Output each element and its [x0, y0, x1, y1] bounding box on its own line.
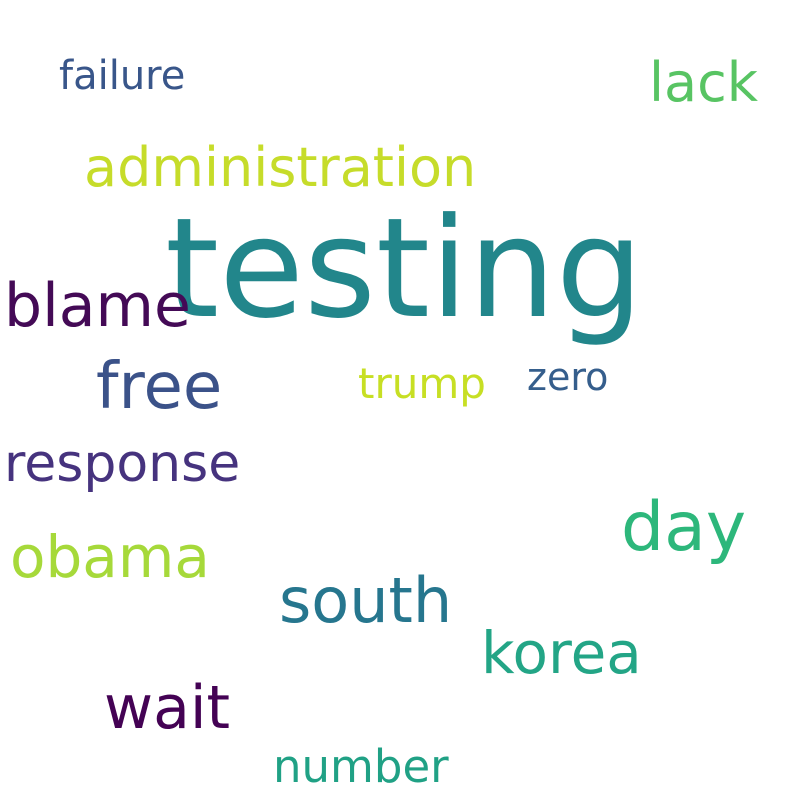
word-south: south [279, 564, 453, 637]
word-testing: testing [165, 188, 644, 349]
word-number: number [273, 740, 449, 793]
word-obama: obama [10, 523, 210, 591]
word-lack: lack [649, 51, 759, 114]
word-korea: korea [481, 619, 642, 687]
word-trump: trump [358, 359, 486, 408]
word-free: free [96, 350, 223, 424]
word-day: day [621, 488, 747, 567]
word-zero: zero [527, 355, 609, 399]
word-response: response [4, 434, 241, 494]
word-wait: wait [104, 673, 231, 743]
word-blame: blame [4, 271, 191, 341]
word-failure: failure [59, 53, 186, 99]
word-administration: administration [84, 136, 477, 199]
